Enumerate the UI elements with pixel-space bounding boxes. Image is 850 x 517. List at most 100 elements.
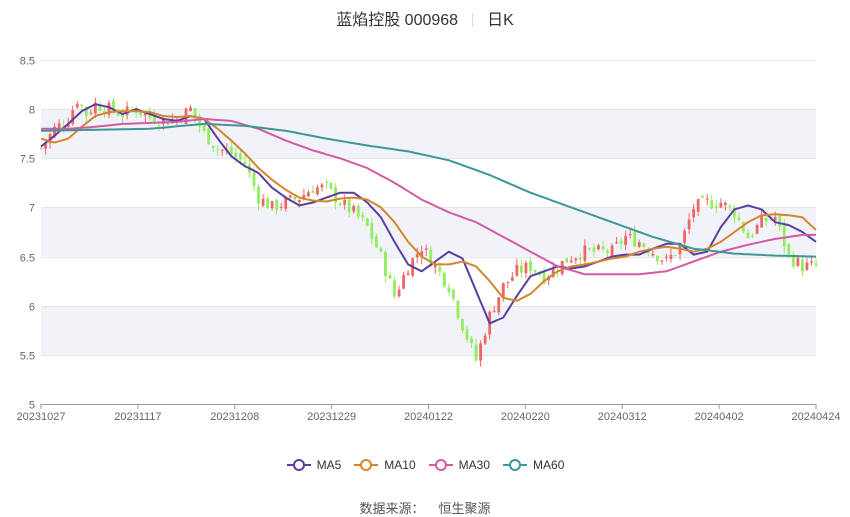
- grid-band: [41, 305, 816, 355]
- candle-body: [261, 198, 265, 206]
- x-tick-label: 20240402: [695, 411, 744, 423]
- candle-body: [456, 300, 460, 319]
- candle-body: [769, 219, 773, 221]
- title-separator: [472, 13, 474, 27]
- candle-body: [107, 102, 111, 115]
- x-tick-label: 20231229: [307, 411, 356, 423]
- candle-body: [669, 254, 673, 259]
- legend-marker-icon: [286, 459, 311, 471]
- candle-body: [302, 194, 306, 200]
- candle-body: [501, 282, 505, 299]
- data-source: 数据来源： 恒生聚源: [0, 498, 850, 517]
- ma60-line: [40, 122, 817, 258]
- candle-body: [583, 245, 587, 261]
- candle-body: [121, 114, 124, 118]
- candle-body: [306, 192, 310, 197]
- candle-body: [193, 107, 197, 118]
- candle-body: [574, 258, 578, 261]
- y-tick-label: 6: [29, 302, 35, 314]
- legend-item-ma30[interactable]: MA30: [428, 458, 490, 472]
- candle-body: [655, 255, 659, 261]
- candle-body: [370, 223, 374, 239]
- candle-body: [470, 338, 473, 343]
- candle-body: [284, 197, 288, 209]
- candle-body: [80, 104, 84, 107]
- candle-body: [311, 191, 315, 193]
- y-tick-label: 7.5: [20, 154, 35, 166]
- candle-body: [415, 254, 419, 258]
- y-tick-label: 8.5: [20, 56, 35, 68]
- candle-body: [606, 250, 609, 254]
- candle-body: [202, 125, 206, 131]
- candle-body: [787, 244, 791, 255]
- candle-body: [660, 260, 664, 262]
- legend-item-ma60[interactable]: MA60: [502, 458, 564, 472]
- candle-body: [452, 289, 455, 299]
- candle-body: [189, 107, 192, 111]
- candle-body: [723, 202, 727, 205]
- candle-body: [705, 198, 709, 200]
- candle-body: [266, 198, 270, 209]
- legend-item-ma10[interactable]: MA10: [353, 458, 416, 472]
- candle-body: [211, 145, 215, 148]
- legend-item-ma5[interactable]: MA5: [286, 458, 341, 472]
- candle-body: [388, 275, 392, 279]
- candle-body: [520, 265, 523, 273]
- candle-body: [637, 242, 641, 247]
- candle-body: [157, 125, 161, 127]
- stock-name-code: 蓝焰控股 000968: [336, 12, 459, 29]
- candle-body: [764, 217, 768, 222]
- candle-body: [733, 207, 736, 218]
- candle-body: [773, 217, 777, 221]
- y-tick-label: 5.5: [20, 351, 35, 363]
- candle-body: [529, 261, 532, 271]
- candle-body: [75, 103, 79, 108]
- candle-body: [112, 100, 115, 112]
- candle-body: [356, 205, 360, 217]
- candle-body: [365, 218, 369, 226]
- candle-body: [778, 215, 782, 227]
- y-tick-label: 8: [29, 105, 35, 117]
- candle-body: [152, 115, 156, 124]
- candle-body: [325, 181, 328, 183]
- candle-body: [474, 344, 478, 361]
- candle-body: [510, 277, 514, 281]
- legend-marker-icon: [503, 459, 528, 471]
- ma30-line: [41, 118, 816, 276]
- candle-body: [814, 263, 818, 266]
- candle-body: [710, 200, 714, 209]
- candle-body: [93, 102, 97, 114]
- candle-body: [393, 280, 396, 297]
- candle-body: [379, 248, 383, 252]
- candle-body: [746, 232, 750, 239]
- candle-body: [288, 195, 292, 198]
- candle-body: [424, 248, 428, 250]
- candle-body: [569, 260, 573, 263]
- x-tick-label: 20240424: [792, 411, 841, 423]
- candle-body: [714, 206, 718, 208]
- candle-body: [755, 224, 759, 234]
- candle-body: [139, 110, 143, 115]
- candle-body: [252, 172, 256, 187]
- candle-body: [257, 186, 260, 204]
- candle-body: [220, 149, 224, 151]
- x-tick-label: 20231208: [210, 411, 259, 423]
- candle-body: [374, 236, 378, 248]
- candle-body: [207, 128, 211, 145]
- candle-body: [642, 243, 646, 248]
- source-provider: 恒生聚源: [438, 501, 491, 516]
- period-label[interactable]: 日K: [487, 12, 514, 29]
- candle-body: [361, 215, 365, 218]
- candle-body: [810, 261, 813, 263]
- candle-body: [352, 205, 356, 212]
- candle-body: [343, 200, 347, 205]
- candle-body: [239, 153, 242, 160]
- candle-body: [515, 264, 519, 276]
- candle-body: [53, 126, 57, 137]
- candle-body: [39, 148, 43, 150]
- candle-body: [243, 161, 247, 165]
- candle-body: [619, 241, 623, 244]
- candle-body: [270, 201, 274, 209]
- x-tick-label: 20231027: [17, 411, 66, 423]
